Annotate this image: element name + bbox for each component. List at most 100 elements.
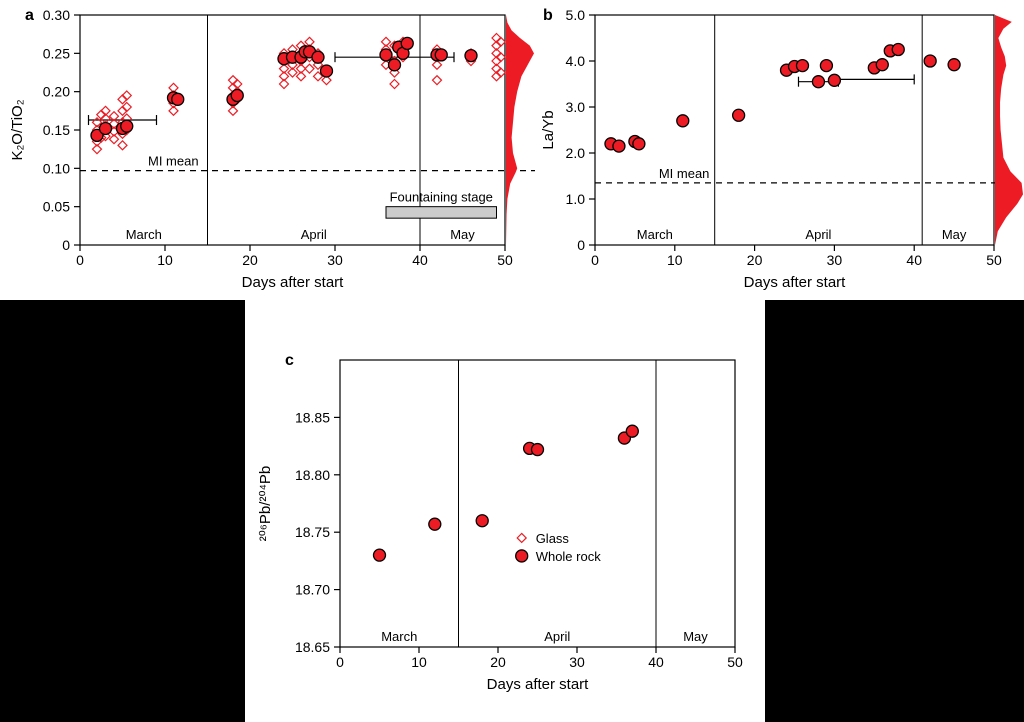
ytick-label: 4.0 (566, 53, 586, 69)
month-label: March (381, 629, 417, 644)
ytick-label: 3.0 (566, 99, 586, 115)
month-label: April (301, 227, 327, 242)
xtick-label: 10 (667, 252, 683, 268)
ytick-label: 18.70 (295, 582, 330, 598)
mi-mean-label: MI mean (659, 166, 710, 181)
xtick-label: 50 (727, 654, 743, 670)
legend-wholerock-icon (516, 550, 528, 562)
xtick-label: 30 (327, 252, 343, 268)
ytick-label: 0 (577, 237, 585, 253)
ytick-label: 5.0 (566, 7, 586, 23)
glass-marker (305, 64, 314, 73)
xtick-label: 20 (242, 252, 258, 268)
panel-c: 0 10 20 30 40 50 18.65 18.70 18.75 18.80 18.85 Days… (245, 300, 765, 722)
month-label: May (942, 227, 967, 242)
xtick-label: 50 (497, 252, 513, 268)
month-label: April (544, 629, 570, 644)
wholerock-marker (476, 515, 488, 527)
xlabel: Days after start (242, 274, 345, 291)
xtick-label: 40 (906, 252, 922, 268)
panel-b: 0 10 20 30 40 50 0 1.0 2.0 3.0 4.0 5.0 Days after st… (535, 0, 1024, 300)
xtick-label: 40 (412, 252, 428, 268)
wholerock-marker (465, 50, 477, 62)
ytick-label: 0.10 (43, 160, 70, 176)
xtick-label: 30 (569, 654, 585, 670)
wholerock-marker (820, 60, 832, 72)
ylabel: La/Yb (540, 110, 557, 149)
ytick-label: 1.0 (566, 191, 586, 207)
wholerock-marker (532, 444, 544, 456)
ytick-label: 18.80 (295, 467, 330, 483)
panel-letter: a (25, 7, 34, 24)
xtick-label: 20 (747, 252, 763, 268)
month-label: May (450, 227, 475, 242)
ytick-label: 2.0 (566, 145, 586, 161)
legend-label: Glass (536, 531, 570, 546)
wholerock-marker (892, 44, 904, 56)
wholerock-marker (429, 518, 441, 530)
xtick-label: 40 (648, 654, 664, 670)
xtick-label: 20 (490, 654, 506, 670)
wholerock-marker (172, 93, 184, 105)
xtick-label: 0 (336, 654, 344, 670)
wholerock-marker (401, 37, 413, 49)
ytick-label: 18.85 (295, 409, 330, 425)
wholerock-marker (312, 51, 324, 63)
axes-frame (340, 360, 735, 647)
ytick-label: 18.65 (295, 639, 330, 655)
xtick-label: 0 (76, 252, 84, 268)
axes-frame (595, 15, 994, 245)
xtick-label: 50 (986, 252, 1002, 268)
ytick-label: 0.20 (43, 84, 70, 100)
fountaining-bar (386, 207, 497, 219)
panel-letter: b (543, 7, 553, 24)
month-label: April (805, 227, 831, 242)
wholerock-marker (613, 140, 625, 152)
wholerock-marker (231, 90, 243, 102)
ytick-label: 0 (62, 237, 70, 253)
wholerock-marker (100, 122, 112, 134)
wholerock-marker (435, 49, 447, 61)
panel-a: 0 10 20 30 40 50 0 0.05 0.10 0.15 0.20 0.25 0.30 Days… (0, 0, 535, 300)
wholerock-marker (677, 115, 689, 127)
density-curve (506, 15, 534, 245)
wholerock-marker (626, 425, 638, 437)
month-label: March (637, 227, 673, 242)
mi-mean-label: MI mean (148, 154, 199, 169)
wholerock-marker (633, 138, 645, 150)
panel-letter: c (285, 352, 294, 369)
fountaining-label: Fountaining stage (390, 190, 493, 205)
density-curve (995, 15, 1023, 245)
wholerock-marker (828, 74, 840, 86)
wholerock-marker (374, 549, 386, 561)
wholerock-marker (796, 60, 808, 72)
wholerock-marker (876, 59, 888, 71)
ylabel: K₂O/TiO₂ (9, 99, 26, 160)
month-label: March (126, 227, 162, 242)
xtick-label: 0 (591, 252, 599, 268)
glass-marker (118, 141, 127, 150)
month-label: May (683, 629, 708, 644)
xtick-label: 10 (157, 252, 173, 268)
xlabel: Days after start (744, 274, 847, 291)
wholerock-marker (948, 59, 960, 71)
ylabel: ²⁰⁶Pb/²⁰⁴Pb (257, 466, 274, 542)
wholerock-marker (389, 59, 401, 71)
legend-label: Whole rock (536, 549, 602, 564)
ytick-label: 0.15 (43, 122, 70, 138)
wholerock-marker (924, 55, 936, 67)
glass-marker (390, 80, 399, 89)
xtick-label: 10 (411, 654, 427, 670)
wholerock-marker (733, 109, 745, 121)
ytick-label: 0.30 (43, 7, 70, 23)
xtick-label: 30 (827, 252, 843, 268)
ytick-label: 18.75 (295, 524, 330, 540)
legend-glass-icon (517, 533, 526, 542)
ytick-label: 0.25 (43, 45, 70, 61)
xlabel: Days after start (487, 676, 590, 693)
ytick-label: 0.05 (43, 199, 70, 215)
wholerock-marker (321, 65, 333, 77)
wholerock-marker (121, 120, 133, 132)
wholerock-marker (812, 76, 824, 88)
wholerock-marker (380, 49, 392, 61)
